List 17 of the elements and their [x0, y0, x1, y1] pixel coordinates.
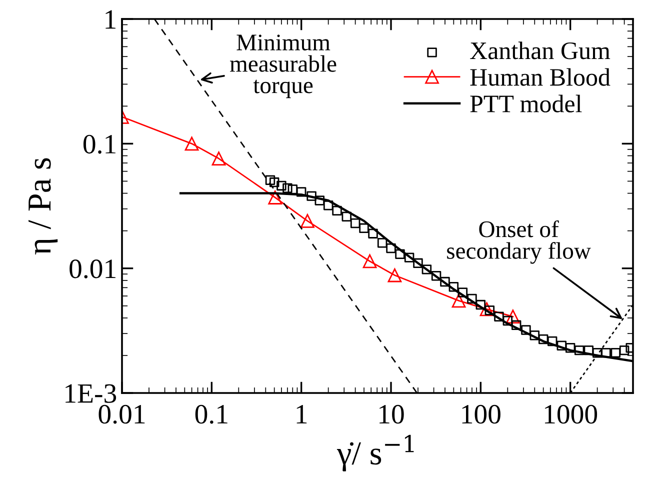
x-tick-label: 1	[296, 405, 307, 424]
x-tick-label: 1000	[544, 404, 598, 424]
y-tick-label: 1	[106, 10, 116, 29]
legend-label: PTT model	[470, 94, 582, 112]
annotation: Onset of secondary flow	[447, 220, 591, 264]
x-axis-title: γ̇/ s$^{−1}$	[336, 434, 414, 472]
annotation: Minimum measurable torque	[230, 34, 336, 98]
x-tick-label: 0.01	[98, 404, 145, 424]
x-tick-label: 100	[462, 404, 500, 424]
legend-label: Human Blood	[470, 68, 610, 86]
x-tick-label: 10	[380, 404, 404, 424]
y-tick-label: 1E-3	[66, 384, 116, 403]
y-tick-label: 0.1	[83, 134, 116, 154]
y-tick-label: 0.01	[70, 260, 116, 278]
legend-label: Xanthan Gum	[470, 42, 610, 60]
x-tick-label: 0.1	[195, 404, 228, 424]
y-axis-title: η / Pa s	[28, 158, 58, 254]
